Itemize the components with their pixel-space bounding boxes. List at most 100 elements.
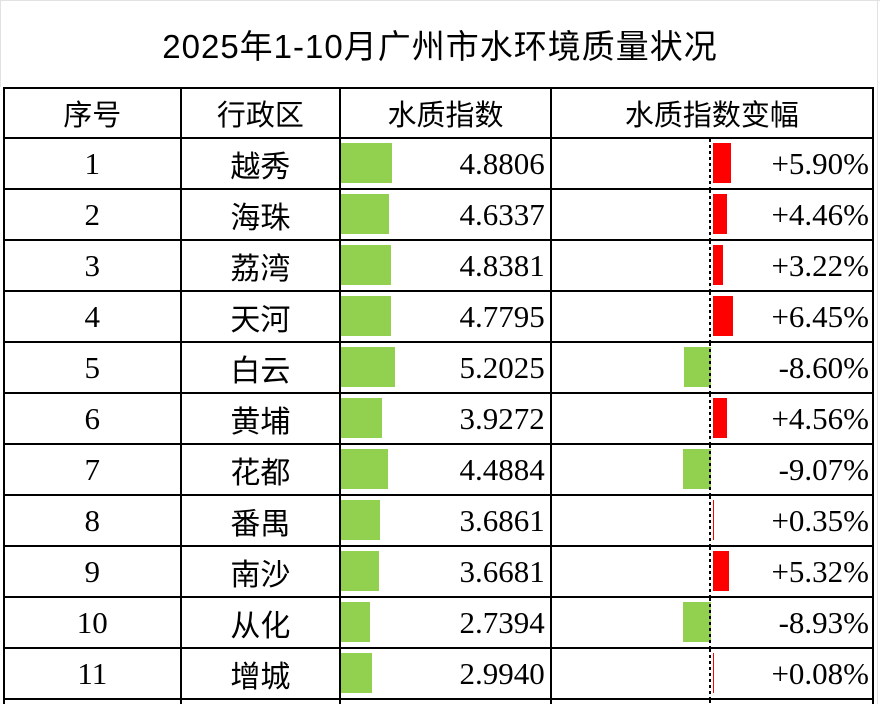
zero-axis-line	[708, 496, 711, 545]
table-row: 11 增城 2.9940 +0.08%	[5, 649, 872, 700]
index-cell: 4.4884	[341, 445, 552, 494]
change-value: -8.60%	[778, 349, 869, 385]
row-number: 3	[84, 247, 101, 283]
index-cell: 2.9940	[341, 649, 552, 698]
index-value: 4.6337	[459, 196, 545, 232]
district-name: 从化	[230, 609, 291, 643]
change-cell: -8.60%	[552, 343, 872, 392]
district-cell: 从化	[182, 598, 342, 647]
index-cell: 4.6337	[341, 190, 552, 239]
row-number-cell: 1	[5, 139, 182, 188]
header-cell-no: 序号	[5, 89, 182, 137]
index-cell: 4.8381	[341, 241, 552, 290]
district-name: 花都	[230, 456, 291, 490]
row-number: 11	[77, 655, 108, 691]
change-cell: +0.08%	[552, 649, 872, 698]
zero-axis-line	[708, 394, 711, 443]
table-row: 6 黄埔 3.9272 +4.56%	[5, 394, 872, 445]
district-cell: 海珠	[182, 190, 342, 239]
change-value: +5.32%	[771, 553, 869, 589]
row-number: 2	[84, 196, 101, 232]
index-cell: 2.7394	[341, 598, 552, 647]
zero-axis-line	[708, 343, 711, 392]
index-bar	[341, 653, 373, 693]
row-number-cell: 5	[5, 343, 182, 392]
index-cell: 3.9272	[341, 394, 552, 443]
district-cell: 增城	[182, 649, 342, 698]
district-cell: 花都	[182, 445, 342, 494]
district-name: 黄埔	[230, 405, 291, 439]
index-bar	[341, 245, 392, 285]
row-number: 6	[84, 400, 101, 436]
row-number-cell: 6	[5, 394, 182, 443]
zero-axis-line	[708, 598, 711, 647]
gridline-top	[0, 0, 880, 1]
row-number-cell: 7	[5, 445, 182, 494]
index-value: 3.9272	[459, 400, 545, 436]
district-name: 白云	[230, 354, 291, 388]
row-number-cell: 2	[5, 190, 182, 239]
header-cell-change: 水质指数变幅	[624, 100, 799, 132]
change-cell: +5.32%	[552, 547, 872, 596]
change-bar	[712, 143, 732, 183]
table-header-row: 序号 行政区 水质指数 水质指数变幅	[5, 89, 872, 139]
change-bar	[712, 551, 730, 591]
change-value: +3.22%	[771, 247, 869, 283]
change-bar	[712, 194, 727, 234]
district-name: 越秀	[230, 150, 291, 184]
zero-axis-line	[708, 547, 711, 596]
district-name: 南沙	[230, 558, 291, 592]
zero-axis-line	[708, 445, 711, 494]
change-value: +4.56%	[771, 400, 869, 436]
district-cell	[182, 700, 342, 704]
change-value: -8.93%	[778, 604, 869, 640]
row-number-cell: 8	[5, 496, 182, 545]
index-cell: 3.6681	[341, 547, 552, 596]
row-number-cell	[5, 700, 182, 704]
row-number-cell: 9	[5, 547, 182, 596]
change-value: +0.35%	[771, 502, 869, 538]
index-value: 4.7795	[459, 298, 545, 334]
row-number: 8	[84, 502, 101, 538]
index-cell: 3.6861	[341, 496, 552, 545]
change-cell: -9.07%	[552, 445, 872, 494]
change-cell: +3.22%	[552, 241, 872, 290]
table-row: 7 花都 4.4884 -9.07%	[5, 445, 872, 496]
index-value: 4.8381	[459, 247, 545, 283]
table-row: 1 越秀 4.8806 +5.90%	[5, 139, 872, 190]
change-cell: +0.35%	[552, 496, 872, 545]
table-body: 1 越秀 4.8806 +5.90% 2 海珠	[5, 139, 872, 700]
row-number-cell: 10	[5, 598, 182, 647]
row-number-cell: 11	[5, 649, 182, 698]
row-number: 7	[84, 451, 101, 487]
row-number: 4	[84, 298, 101, 334]
district-cell: 番禺	[182, 496, 342, 545]
title-area: 2025年1-10月广州市水环境质量状况	[0, 0, 880, 87]
change-value: +4.46%	[771, 196, 869, 232]
district-name: 番禺	[230, 507, 291, 541]
index-value: 4.4884	[459, 451, 545, 487]
zero-axis-line	[708, 139, 711, 188]
row-number: 1	[84, 145, 101, 181]
change-bar	[712, 500, 714, 540]
table-row: 5 白云 5.2025 -8.60%	[5, 343, 872, 394]
index-bar	[341, 194, 390, 234]
zero-axis-line	[708, 241, 711, 290]
index-bar	[341, 500, 380, 540]
water-quality-table: 序号 行政区 水质指数 水质指数变幅 1 越秀 4.8806 +5.90%	[3, 87, 874, 704]
zero-axis-line	[708, 190, 711, 239]
change-value: +0.08%	[771, 655, 869, 691]
index-value: 2.9940	[459, 655, 545, 691]
row-number: 9	[84, 553, 101, 589]
row-number: 5	[84, 349, 101, 385]
index-bar	[341, 551, 380, 591]
zero-axis-line	[708, 292, 711, 341]
index-bar	[341, 296, 391, 336]
index-value: 3.6861	[459, 502, 545, 538]
table-row: 4 天河 4.7795 +6.45%	[5, 292, 872, 343]
gridline-right	[877, 0, 878, 704]
district-cell: 黄埔	[182, 394, 342, 443]
change-bar	[682, 449, 711, 489]
index-bar	[341, 602, 370, 642]
